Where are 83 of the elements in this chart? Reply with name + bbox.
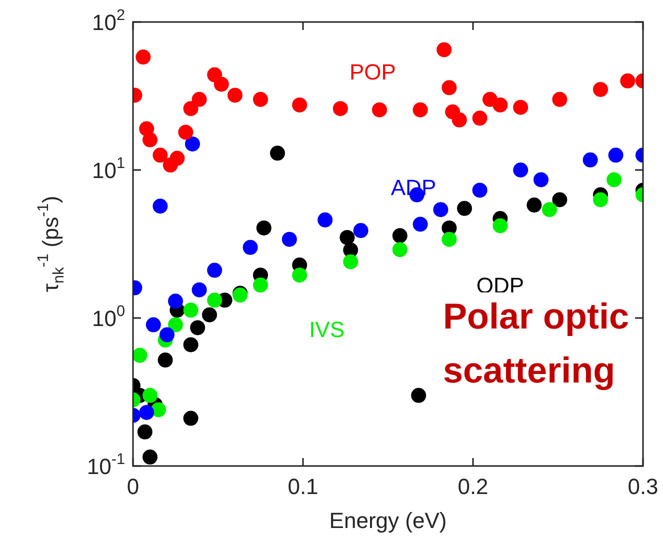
x-tick-label: 0.2 xyxy=(458,474,488,499)
point xyxy=(534,172,548,188)
point xyxy=(457,200,472,216)
point xyxy=(340,230,355,245)
point xyxy=(137,424,152,440)
point xyxy=(185,136,200,152)
point xyxy=(452,112,467,128)
point xyxy=(552,192,568,208)
point xyxy=(620,73,636,88)
point xyxy=(170,150,185,166)
series-label: POP xyxy=(349,60,396,85)
annotation: scattering xyxy=(443,349,616,390)
point xyxy=(372,102,387,118)
point xyxy=(513,100,528,115)
point xyxy=(492,97,508,112)
point xyxy=(412,102,428,118)
point xyxy=(436,42,452,58)
point xyxy=(133,348,148,363)
point xyxy=(593,82,608,97)
point xyxy=(392,242,408,258)
point xyxy=(542,202,557,218)
point xyxy=(292,268,308,283)
point xyxy=(214,76,229,92)
point xyxy=(492,218,508,234)
point xyxy=(202,307,217,322)
point xyxy=(152,148,168,163)
point xyxy=(207,292,222,308)
text: ODP xyxy=(476,272,524,298)
series-label: IVS xyxy=(309,317,345,342)
point xyxy=(168,294,183,309)
point xyxy=(608,148,624,163)
point xyxy=(552,92,568,107)
point xyxy=(392,228,408,244)
point xyxy=(472,182,488,198)
point xyxy=(256,220,272,236)
point xyxy=(151,402,166,418)
point xyxy=(606,172,622,188)
point xyxy=(158,352,173,368)
point xyxy=(513,162,528,178)
point xyxy=(318,212,333,228)
point xyxy=(582,152,598,168)
point xyxy=(142,132,158,148)
point xyxy=(192,282,207,298)
point xyxy=(412,216,428,232)
point xyxy=(160,327,174,342)
point xyxy=(152,198,168,214)
point xyxy=(292,97,308,112)
point xyxy=(228,88,242,103)
point xyxy=(353,223,368,238)
point xyxy=(332,101,348,116)
point xyxy=(411,388,426,403)
point xyxy=(343,254,358,270)
point xyxy=(142,388,158,403)
point xyxy=(282,232,297,247)
point xyxy=(183,101,198,116)
point xyxy=(183,410,198,426)
point xyxy=(190,320,206,336)
annotation: Polar optic xyxy=(443,295,630,336)
point xyxy=(526,198,542,213)
x-tick-label: 0.3 xyxy=(628,474,658,499)
point xyxy=(178,124,194,140)
point xyxy=(442,80,457,96)
point xyxy=(142,450,158,465)
point xyxy=(253,92,268,107)
point xyxy=(168,317,183,332)
point xyxy=(593,192,608,208)
x-tick-label: 0 xyxy=(126,474,140,499)
point xyxy=(136,50,151,65)
point xyxy=(242,240,258,255)
point xyxy=(270,146,285,161)
point xyxy=(183,302,198,318)
point xyxy=(207,262,222,278)
y-axis-title: τnk-1 (ps-1) xyxy=(35,196,68,292)
point xyxy=(433,202,448,218)
x-axis-title: Energy (eV) xyxy=(329,508,447,533)
x-tick-label: 0.1 xyxy=(288,474,318,499)
point xyxy=(183,337,198,352)
point xyxy=(442,232,457,247)
point xyxy=(192,92,207,107)
point xyxy=(253,278,268,293)
point xyxy=(472,110,488,126)
point xyxy=(146,317,161,332)
point xyxy=(139,404,154,420)
